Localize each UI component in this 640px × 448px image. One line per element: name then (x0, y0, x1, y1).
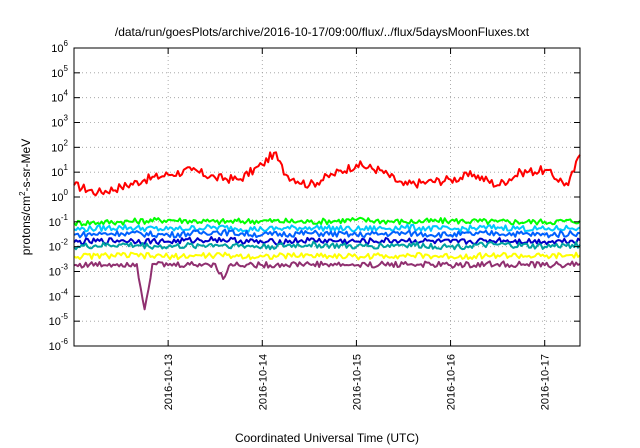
y-tick-label: 10-6 (49, 337, 69, 353)
series-layer (73, 151, 581, 311)
chart-title: /data/run/goesPlots/archive/2016-10-17/0… (115, 25, 530, 39)
series-line (73, 240, 581, 251)
series-line (73, 251, 581, 261)
series-line (73, 228, 581, 239)
x-tick-label: 2016-10-15 (351, 354, 363, 410)
x-tick-label: 2016-10-17 (540, 354, 552, 410)
y-tick-label: 10-2 (49, 238, 69, 254)
series-line (73, 223, 581, 233)
y-axis: 10-6 10-5 10-4 10-3 10-2 10-1 100 101 102 103 104 1… (49, 39, 580, 353)
y-tick-label: 103 (51, 114, 68, 130)
grid (74, 48, 580, 346)
y-tick-label: 10-3 (49, 263, 69, 279)
x-axis-label: Coordinated Universal Time (UTC) (235, 431, 419, 445)
y-tick-label: 101 (51, 163, 68, 179)
y-tick-label: 10-4 (49, 287, 69, 303)
x-tick-label: 2016-10-16 (446, 354, 458, 410)
series-line (73, 151, 581, 197)
y-tick-label: 100 (51, 188, 68, 204)
y-tick-label: 106 (51, 39, 68, 55)
y-tick-label: 104 (51, 89, 68, 105)
series-line (73, 216, 581, 227)
series-line (73, 236, 581, 246)
x-axis: 2016-10-13 2016-10-14 2016-10-15 2016-10-16… (163, 48, 552, 410)
y-tick-label: 10-1 (49, 213, 69, 229)
y-tick-label: 105 (51, 64, 68, 80)
y-axis-label: protons/cm2-s-sr-MeV (18, 139, 33, 255)
y-tick-label: 10-5 (49, 312, 69, 328)
series-line (73, 260, 581, 311)
x-tick-label: 2016-10-13 (163, 354, 175, 410)
y-tick-label: 102 (51, 138, 68, 154)
x-tick-label: 2016-10-14 (257, 354, 269, 410)
